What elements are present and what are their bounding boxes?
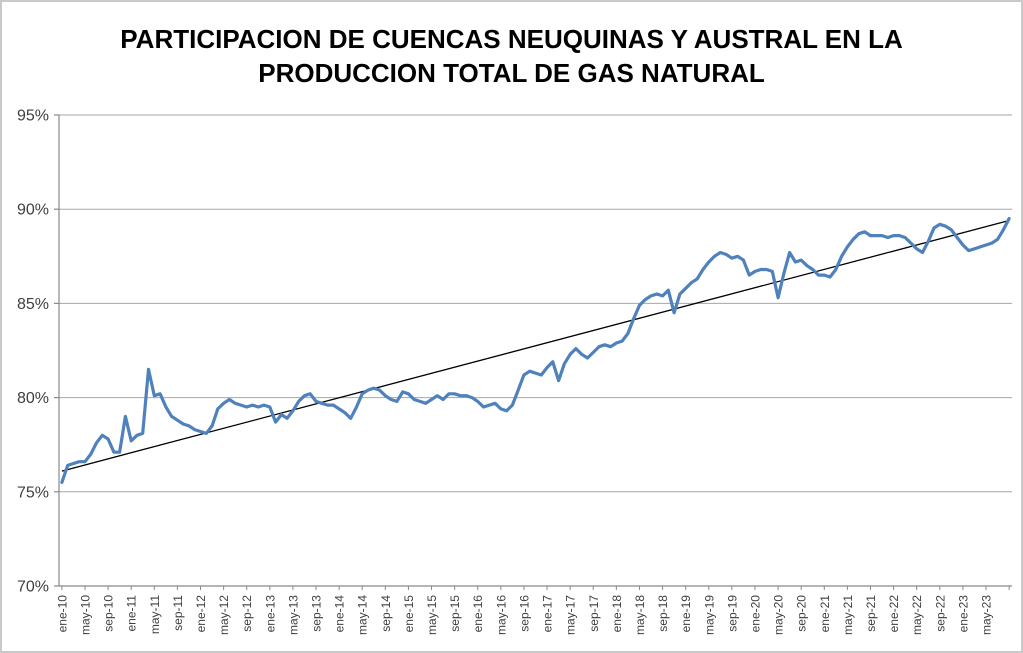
- x-tick-label: ene-16: [471, 595, 485, 633]
- x-tick-label: may-17: [564, 595, 578, 635]
- x-tick-label: may-16: [494, 595, 508, 635]
- x-tick-label: may-13: [286, 595, 300, 635]
- x-tick-label: may-12: [217, 595, 231, 635]
- x-tick-label: may-18: [633, 595, 647, 635]
- x-tick-label: ene-18: [610, 595, 624, 633]
- x-tick-label: sep-21: [864, 595, 878, 632]
- plot-area: [59, 115, 1012, 586]
- x-tick-label: sep-19: [725, 595, 739, 632]
- y-tick-label: 70%: [17, 579, 49, 596]
- x-tick-label: ene-13: [263, 595, 277, 633]
- x-tick-label: may-22: [910, 595, 924, 635]
- x-tick-label: ene-20: [748, 595, 762, 633]
- x-tick-label: may-20: [772, 595, 786, 635]
- x-tick-label: may-23: [980, 595, 994, 635]
- y-tick-label: 85%: [17, 296, 49, 313]
- x-tick-label: ene-21: [818, 595, 832, 633]
- x-tick-label: may-11: [148, 595, 162, 634]
- x-tick-label: sep-16: [517, 595, 531, 632]
- x-tick-label: sep-15: [448, 595, 462, 632]
- y-tick-label: 75%: [17, 484, 49, 501]
- x-tick-label: ene-22: [887, 595, 901, 633]
- y-tick-label: 80%: [17, 390, 49, 407]
- chart-title-line-2: PRODUCCION TOTAL DE GAS NATURAL: [258, 58, 765, 88]
- x-tick-label: ene-14: [333, 595, 347, 633]
- x-tick-label: sep-17: [587, 595, 601, 632]
- y-tick-label: 95%: [17, 108, 49, 125]
- x-tick-label: ene-12: [194, 595, 208, 633]
- x-tick-label: sep-14: [379, 595, 393, 632]
- x-tick-label: ene-15: [402, 595, 416, 633]
- x-tick-label: may-15: [425, 595, 439, 635]
- trend-line: [61, 219, 1010, 472]
- x-tick-label: sep-20: [795, 595, 809, 632]
- chart-title: PARTICIPACION DE CUENCAS NEUQUINAS Y AUS…: [2, 22, 1021, 90]
- chart-title-line-1: PARTICIPACION DE CUENCAS NEUQUINAS Y AUS…: [120, 24, 903, 54]
- y-tick-label: 90%: [17, 202, 49, 219]
- x-tick-label: sep-22: [933, 595, 947, 632]
- x-tick-label: ene-23: [956, 595, 970, 633]
- x-tick-label: sep-12: [240, 595, 254, 632]
- x-tick-label: may-14: [356, 595, 370, 635]
- x-tick-label: may-21: [841, 595, 855, 635]
- x-tick-label: sep-10: [102, 595, 116, 632]
- x-tick-label: ene-17: [541, 595, 555, 633]
- data-line: [60, 217, 1011, 484]
- x-tick-label: sep-18: [656, 595, 670, 632]
- x-tick-label: ene-11: [125, 595, 139, 632]
- x-tick-label: ene-10: [55, 595, 69, 633]
- x-tick-label: may-10: [78, 595, 92, 635]
- x-tick-label: sep-11: [171, 595, 185, 631]
- x-tick-label: may-19: [702, 595, 716, 635]
- x-tick-label: sep-13: [310, 595, 324, 632]
- x-tick-label: ene-19: [679, 595, 693, 633]
